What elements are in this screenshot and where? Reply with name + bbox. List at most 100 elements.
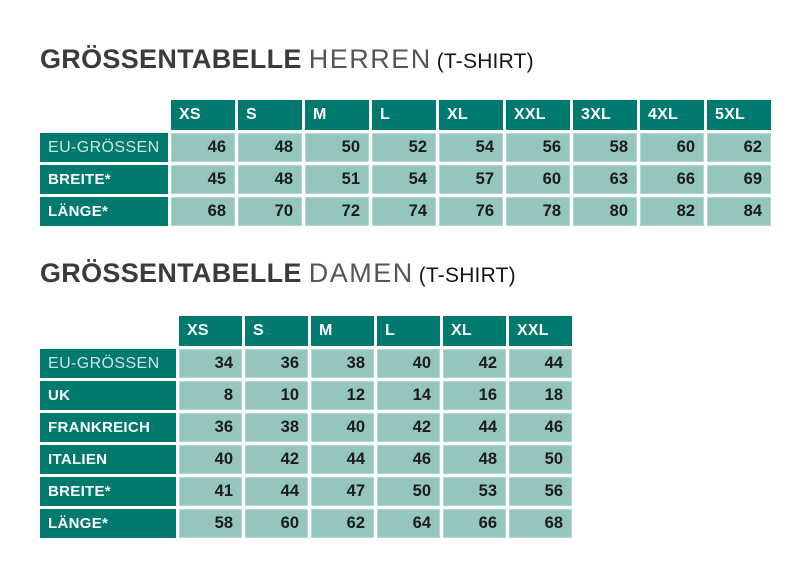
size-column-header: L bbox=[372, 100, 436, 130]
damen-size-table: XS S M L XL XXL EU-GRÖSSEN 34 36 38 40 42 44 UK 8 10 12 1… bbox=[40, 316, 572, 541]
value-cell: 40 bbox=[377, 349, 440, 378]
value-cell: 50 bbox=[509, 445, 572, 474]
value-cell: 68 bbox=[171, 197, 235, 226]
value-cell: 56 bbox=[509, 477, 572, 506]
corner-spacer bbox=[40, 100, 168, 130]
value-cell: 38 bbox=[311, 349, 374, 378]
size-column-header: XS bbox=[179, 316, 242, 346]
herren-header-row: XS S M L XL XXL 3XL 4XL 5XL bbox=[40, 100, 771, 130]
table-row: BREITE* 45 48 51 54 57 60 63 66 69 bbox=[40, 165, 771, 194]
table-row: LÄNGE* 68 70 72 74 76 78 80 82 84 bbox=[40, 197, 771, 226]
row-label: BREITE* bbox=[40, 477, 176, 506]
row-label: LÄNGE* bbox=[40, 509, 176, 538]
table-row: FRANKREICH 36 38 40 42 44 46 bbox=[40, 413, 572, 442]
value-cell: 70 bbox=[238, 197, 302, 226]
size-column-header: XL bbox=[439, 100, 503, 130]
size-column-header: 3XL bbox=[573, 100, 637, 130]
value-cell: 54 bbox=[372, 165, 436, 194]
size-column-header: XXL bbox=[506, 100, 570, 130]
value-cell: 54 bbox=[439, 133, 503, 162]
value-cell: 57 bbox=[439, 165, 503, 194]
value-cell: 12 bbox=[311, 381, 374, 410]
title-sub: HERREN bbox=[308, 44, 432, 74]
row-label: EU-GRÖSSEN bbox=[40, 349, 176, 378]
size-column-header: XL bbox=[443, 316, 506, 346]
value-cell: 44 bbox=[443, 413, 506, 442]
value-cell: 68 bbox=[509, 509, 572, 538]
value-cell: 51 bbox=[305, 165, 369, 194]
value-cell: 34 bbox=[179, 349, 242, 378]
herren-size-table: XS S M L XL XXL 3XL 4XL 5XL EU-GRÖSSEN 46 48 50 52 54 5… bbox=[40, 100, 771, 229]
value-cell: 50 bbox=[305, 133, 369, 162]
value-cell: 45 bbox=[171, 165, 235, 194]
value-cell: 36 bbox=[245, 349, 308, 378]
table-row: ITALIEN 40 42 44 46 48 50 bbox=[40, 445, 572, 474]
value-cell: 53 bbox=[443, 477, 506, 506]
herren-section-title: GRÖSSENTABELLE HERREN (T-SHIRT) bbox=[40, 42, 534, 81]
value-cell: 64 bbox=[377, 509, 440, 538]
table-row: LÄNGE* 58 60 62 64 66 68 bbox=[40, 509, 572, 538]
damen-section-title: GRÖSSENTABELLE DAMEN (T-SHIRT) bbox=[40, 256, 516, 295]
size-column-header: 4XL bbox=[640, 100, 704, 130]
value-cell: 38 bbox=[245, 413, 308, 442]
value-cell: 10 bbox=[245, 381, 308, 410]
value-cell: 42 bbox=[443, 349, 506, 378]
value-cell: 47 bbox=[311, 477, 374, 506]
value-cell: 66 bbox=[443, 509, 506, 538]
value-cell: 44 bbox=[245, 477, 308, 506]
value-cell: 78 bbox=[506, 197, 570, 226]
table-row: EU-GRÖSSEN 46 48 50 52 54 56 58 60 62 bbox=[40, 133, 771, 162]
value-cell: 60 bbox=[245, 509, 308, 538]
size-column-header: XS bbox=[171, 100, 235, 130]
value-cell: 74 bbox=[372, 197, 436, 226]
row-label: EU-GRÖSSEN bbox=[40, 133, 168, 162]
value-cell: 36 bbox=[179, 413, 242, 442]
value-cell: 40 bbox=[311, 413, 374, 442]
title-suffix: (T-SHIRT) bbox=[436, 50, 534, 73]
value-cell: 56 bbox=[506, 133, 570, 162]
value-cell: 18 bbox=[509, 381, 572, 410]
row-label: LÄNGE* bbox=[40, 197, 168, 226]
value-cell: 44 bbox=[509, 349, 572, 378]
value-cell: 46 bbox=[509, 413, 572, 442]
title-main: GRÖSSENTABELLE bbox=[40, 44, 302, 74]
value-cell: 62 bbox=[311, 509, 374, 538]
value-cell: 62 bbox=[707, 133, 771, 162]
value-cell: 40 bbox=[179, 445, 242, 474]
value-cell: 46 bbox=[377, 445, 440, 474]
value-cell: 48 bbox=[443, 445, 506, 474]
value-cell: 63 bbox=[573, 165, 637, 194]
value-cell: 58 bbox=[573, 133, 637, 162]
size-column-header: XXL bbox=[509, 316, 572, 346]
row-label: UK bbox=[40, 381, 176, 410]
value-cell: 58 bbox=[179, 509, 242, 538]
row-label: ITALIEN bbox=[40, 445, 176, 474]
value-cell: 60 bbox=[640, 133, 704, 162]
title-sub: DAMEN bbox=[308, 258, 414, 288]
value-cell: 41 bbox=[179, 477, 242, 506]
size-column-header: 5XL bbox=[707, 100, 771, 130]
value-cell: 60 bbox=[506, 165, 570, 194]
table-row: BREITE* 41 44 47 50 53 56 bbox=[40, 477, 572, 506]
value-cell: 8 bbox=[179, 381, 242, 410]
value-cell: 52 bbox=[372, 133, 436, 162]
title-suffix: (T-SHIRT) bbox=[418, 264, 516, 287]
value-cell: 48 bbox=[238, 165, 302, 194]
size-column-header: S bbox=[245, 316, 308, 346]
value-cell: 82 bbox=[640, 197, 704, 226]
title-main: GRÖSSENTABELLE bbox=[40, 258, 302, 288]
value-cell: 80 bbox=[573, 197, 637, 226]
row-label: FRANKREICH bbox=[40, 413, 176, 442]
row-label: BREITE* bbox=[40, 165, 168, 194]
value-cell: 16 bbox=[443, 381, 506, 410]
size-column-header: S bbox=[238, 100, 302, 130]
value-cell: 44 bbox=[311, 445, 374, 474]
value-cell: 84 bbox=[707, 197, 771, 226]
size-column-header: L bbox=[377, 316, 440, 346]
damen-header-row: XS S M L XL XXL bbox=[40, 316, 572, 346]
value-cell: 76 bbox=[439, 197, 503, 226]
size-column-header: M bbox=[311, 316, 374, 346]
value-cell: 66 bbox=[640, 165, 704, 194]
value-cell: 14 bbox=[377, 381, 440, 410]
table-row: EU-GRÖSSEN 34 36 38 40 42 44 bbox=[40, 349, 572, 378]
